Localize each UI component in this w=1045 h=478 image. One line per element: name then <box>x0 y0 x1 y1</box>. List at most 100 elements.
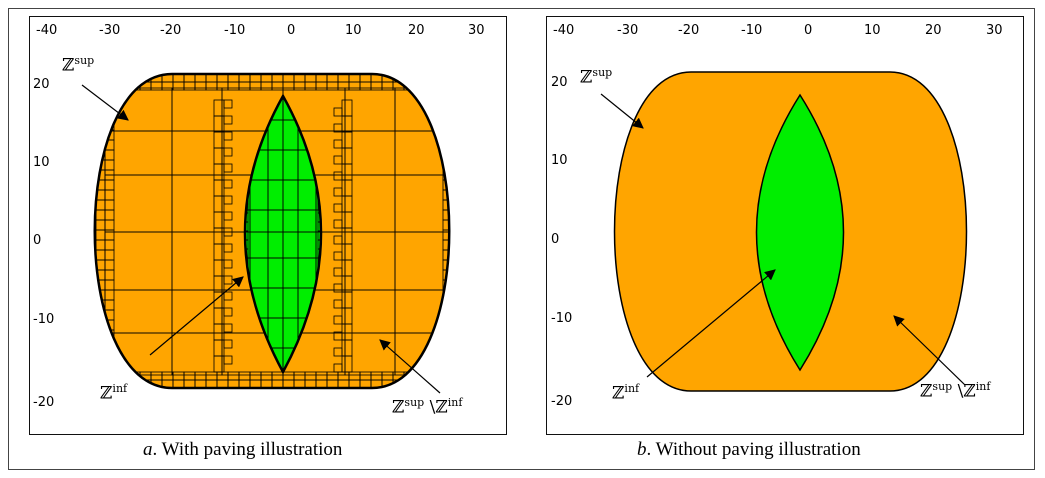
paving-box <box>452 340 461 350</box>
paving-box <box>104 359 115 371</box>
paving-box <box>223 99 233 109</box>
paving-box <box>333 187 343 197</box>
paving-box <box>452 290 461 300</box>
panel-a-inner-boundary <box>243 93 323 375</box>
panel-b-plot <box>600 71 968 392</box>
panel-b-arrow-outer <box>600 93 644 129</box>
paving-box <box>436 379 449 388</box>
paving-box <box>442 339 450 351</box>
paving-box <box>452 100 461 110</box>
paving-box <box>223 307 233 317</box>
paving-box <box>223 291 233 301</box>
paving-box <box>223 115 233 125</box>
panel-b-ytick: 10 <box>551 153 568 168</box>
panel-a-ytick: -20 <box>33 395 55 410</box>
panel-a-ytick: 0 <box>33 233 42 248</box>
paving-box <box>223 259 233 269</box>
paving-box <box>223 355 233 365</box>
paving-box <box>452 260 461 270</box>
paving-box <box>223 163 233 173</box>
paving-box <box>442 99 450 111</box>
paving-box <box>95 359 106 371</box>
paving-box <box>223 275 233 285</box>
paving-box <box>95 119 106 131</box>
paving-box <box>333 123 343 133</box>
paving-box <box>95 139 106 151</box>
paving-box <box>459 372 470 380</box>
panel-b-xtick: -40 <box>553 23 575 38</box>
panel-a-caption: a. With paving illustration <box>143 439 343 460</box>
paving-box <box>223 211 233 221</box>
panel-a-xtick: -10 <box>224 23 246 38</box>
paving-box <box>425 371 438 381</box>
outer-frame <box>8 8 1035 470</box>
panel-a-arrow-outer <box>81 84 129 121</box>
panel-b-xtick: -10 <box>741 23 763 38</box>
paving-box <box>223 339 233 349</box>
paving-box <box>245 248 249 259</box>
paving-box <box>333 251 343 261</box>
paving-box <box>333 267 343 277</box>
paving-box <box>333 139 343 149</box>
paving-box <box>333 315 343 325</box>
paving-box <box>442 149 450 161</box>
panel-a-xtick: 30 <box>468 23 485 38</box>
paving-box <box>104 109 115 121</box>
paving-box <box>95 339 106 351</box>
paving-box <box>452 300 461 310</box>
paving-box <box>333 283 343 293</box>
paving-box <box>317 212 321 223</box>
paving-box <box>333 347 343 357</box>
paving-box <box>317 221 321 232</box>
paving-box <box>442 369 450 381</box>
paving-box <box>452 370 461 380</box>
paving-box <box>452 230 461 240</box>
paving-box <box>452 160 461 170</box>
paving-box <box>333 363 343 373</box>
paving-box <box>95 81 108 91</box>
paving-box <box>442 309 450 321</box>
paving-box <box>452 170 461 180</box>
panel-a-ytick: 10 <box>33 155 50 170</box>
paving-box <box>452 350 461 360</box>
paving-box <box>128 379 141 388</box>
paving-box <box>452 310 461 320</box>
paving-box <box>442 359 450 371</box>
paving-box <box>442 109 450 121</box>
paving-box <box>447 379 450 388</box>
paving-box <box>452 120 461 130</box>
panel-a-xtick: -20 <box>160 23 182 38</box>
paving-box <box>452 240 461 250</box>
paving-box <box>117 74 130 83</box>
paving-box <box>425 81 438 91</box>
paving-box <box>223 179 233 189</box>
paving-box <box>414 81 427 91</box>
panel-b-caption: b. Without paving illustration <box>637 439 861 460</box>
paving-box <box>452 180 461 190</box>
paving-box <box>245 203 249 214</box>
paving-box <box>317 230 321 241</box>
paving-box <box>442 119 450 131</box>
panel-a-label-inner: ℤinf <box>100 382 128 404</box>
panel-b-xtick: 30 <box>986 23 1003 38</box>
paving-box <box>223 243 233 253</box>
paving-box <box>245 257 249 268</box>
paving-box <box>452 280 461 290</box>
paving-box <box>333 219 343 229</box>
panel-a-arrow-diff <box>379 339 441 394</box>
paving-box <box>245 230 249 241</box>
paving-box <box>452 190 461 200</box>
paving-box <box>333 299 343 309</box>
paving-box <box>414 74 427 83</box>
panel-a-ytick: -10 <box>33 312 55 327</box>
panel-a-xtick: 10 <box>345 23 362 38</box>
paving-box <box>315 231 321 259</box>
panel-a-xtick: -30 <box>99 23 121 38</box>
paving-box <box>452 200 461 210</box>
panel-a-outer-boundary <box>93 72 451 390</box>
panel-b-inner-region <box>755 93 845 372</box>
paving-box <box>315 257 321 289</box>
panel-b-arrow-diff <box>893 315 966 386</box>
paving-box <box>442 349 450 361</box>
paving-box <box>452 110 461 120</box>
